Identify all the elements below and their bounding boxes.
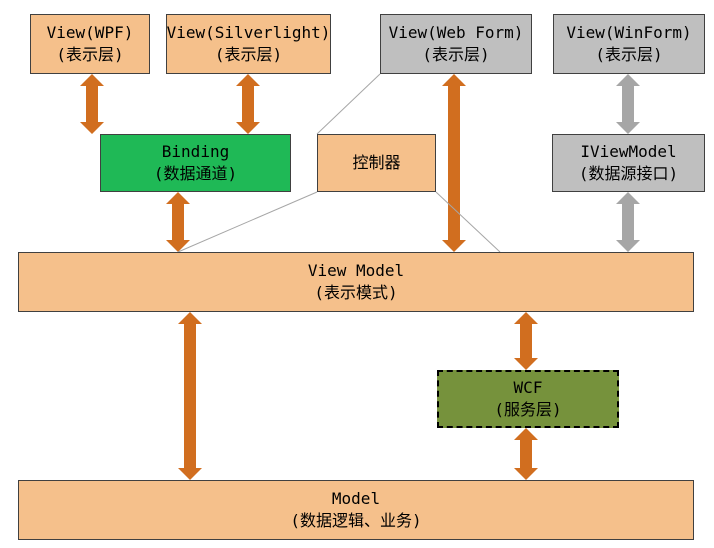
box-view_wpf: View(WPF)(表示层) <box>30 14 150 74</box>
box-view_win: View(WinForm)(表示层) <box>553 14 705 74</box>
double-arrow <box>236 74 260 134</box>
box-subtitle: (数据源接口) <box>579 163 678 185</box>
thin-connector <box>178 192 317 252</box>
box-controller: 控制器 <box>317 134 436 192</box>
double-arrow <box>80 74 104 134</box>
double-arrow <box>616 192 640 252</box>
thin-connector <box>317 74 380 134</box>
box-binding: Binding(数据通道) <box>100 134 291 192</box>
box-title: WCF <box>514 377 543 399</box>
box-subtitle: (数据逻辑、业务) <box>290 510 421 532</box>
box-subtitle: (表示层) <box>215 44 282 66</box>
box-iviewmodel: IViewModel(数据源接口) <box>552 134 705 192</box>
box-subtitle: (表示层) <box>56 44 123 66</box>
box-subtitle: (表示层) <box>595 44 662 66</box>
box-subtitle: (表示模式) <box>314 282 397 304</box>
box-viewmodel: View Model(表示模式) <box>18 252 694 312</box>
box-subtitle: (数据通道) <box>154 163 237 185</box>
thin-connector <box>436 192 500 252</box>
box-subtitle: (服务层) <box>494 399 561 421</box>
double-arrow <box>514 312 538 370</box>
box-title: 控制器 <box>352 152 400 174</box>
double-arrow <box>442 74 466 252</box>
box-model: Model(数据逻辑、业务) <box>18 480 694 540</box>
double-arrow <box>166 192 190 252</box>
box-title: View Model <box>308 260 404 282</box>
box-title: View(Silverlight) <box>167 22 331 44</box>
box-title: View(WinForm) <box>566 22 691 44</box>
box-title: IViewModel <box>580 141 676 163</box>
double-arrow <box>514 428 538 480</box>
box-title: View(Web Form) <box>389 22 524 44</box>
box-subtitle: (表示层) <box>422 44 489 66</box>
box-title: Model <box>332 488 380 510</box>
double-arrow <box>178 312 202 480</box>
box-view_sl: View(Silverlight)(表示层) <box>166 14 331 74</box>
double-arrow <box>616 74 640 134</box>
box-title: View(WPF) <box>47 22 134 44</box>
box-wcf: WCF(服务层) <box>437 370 619 428</box>
box-view_web: View(Web Form)(表示层) <box>380 14 532 74</box>
box-title: Binding <box>162 141 229 163</box>
